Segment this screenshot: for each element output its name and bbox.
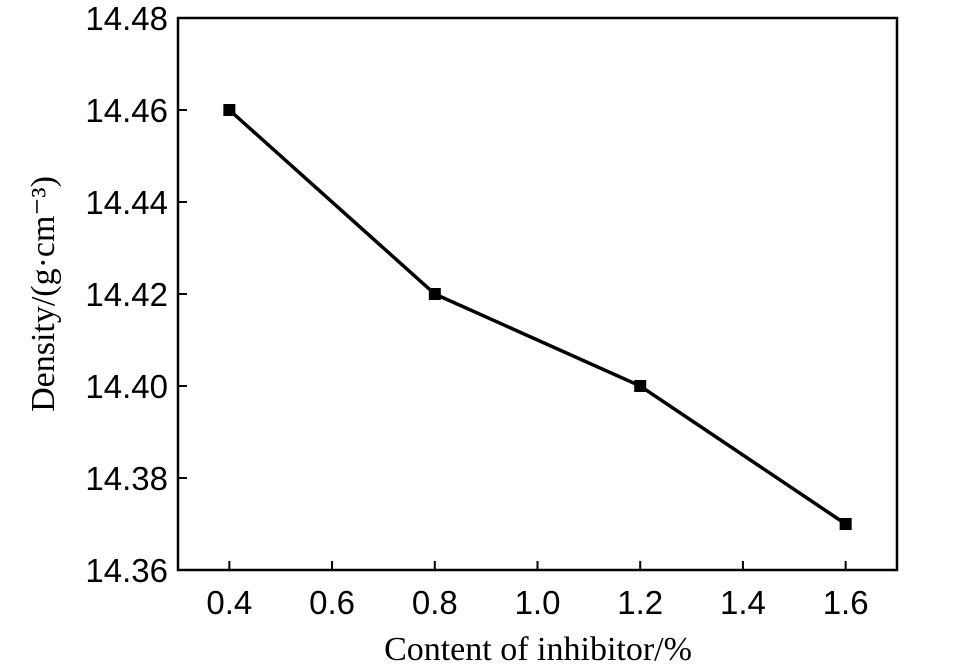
x-tick-label: 1.6 [823,584,869,621]
x-tick-label: 1.4 [720,584,766,621]
y-tick-label: 14.48 [85,0,168,37]
y-tick-label: 14.40 [85,368,168,405]
y-tick-label: 14.42 [85,276,168,313]
series-line [228,108,847,526]
x-tick-label: 1.2 [617,584,663,621]
x-axis-ticks: 0.4 0.6 0.8 1.0 1.2 1.4 1.6 [206,561,869,621]
y-tick-label: 14.44 [85,184,168,221]
x-tick-label: 0.6 [309,584,355,621]
x-axis-title: Content of inhibitor/% [384,631,692,668]
data-point-marker [839,518,852,530]
y-tick-label: 14.36 [85,552,168,589]
data-point-marker [634,380,647,392]
x-tick-label: 1.0 [515,584,561,621]
series-layer [223,104,852,530]
data-point-marker [428,288,441,300]
y-tick-label: 14.38 [85,460,168,497]
y-tick-label: 14.46 [85,92,168,129]
data-point-marker [223,104,236,116]
x-tick-label: 0.8 [412,584,458,621]
y-axis-ticks: 14.36 14.38 14.40 14.42 14.44 14.46 14.48 [85,0,187,589]
y-axis-title: Density/(g·cm⁻³) [25,176,62,412]
x-tick-label: 0.4 [206,584,252,621]
